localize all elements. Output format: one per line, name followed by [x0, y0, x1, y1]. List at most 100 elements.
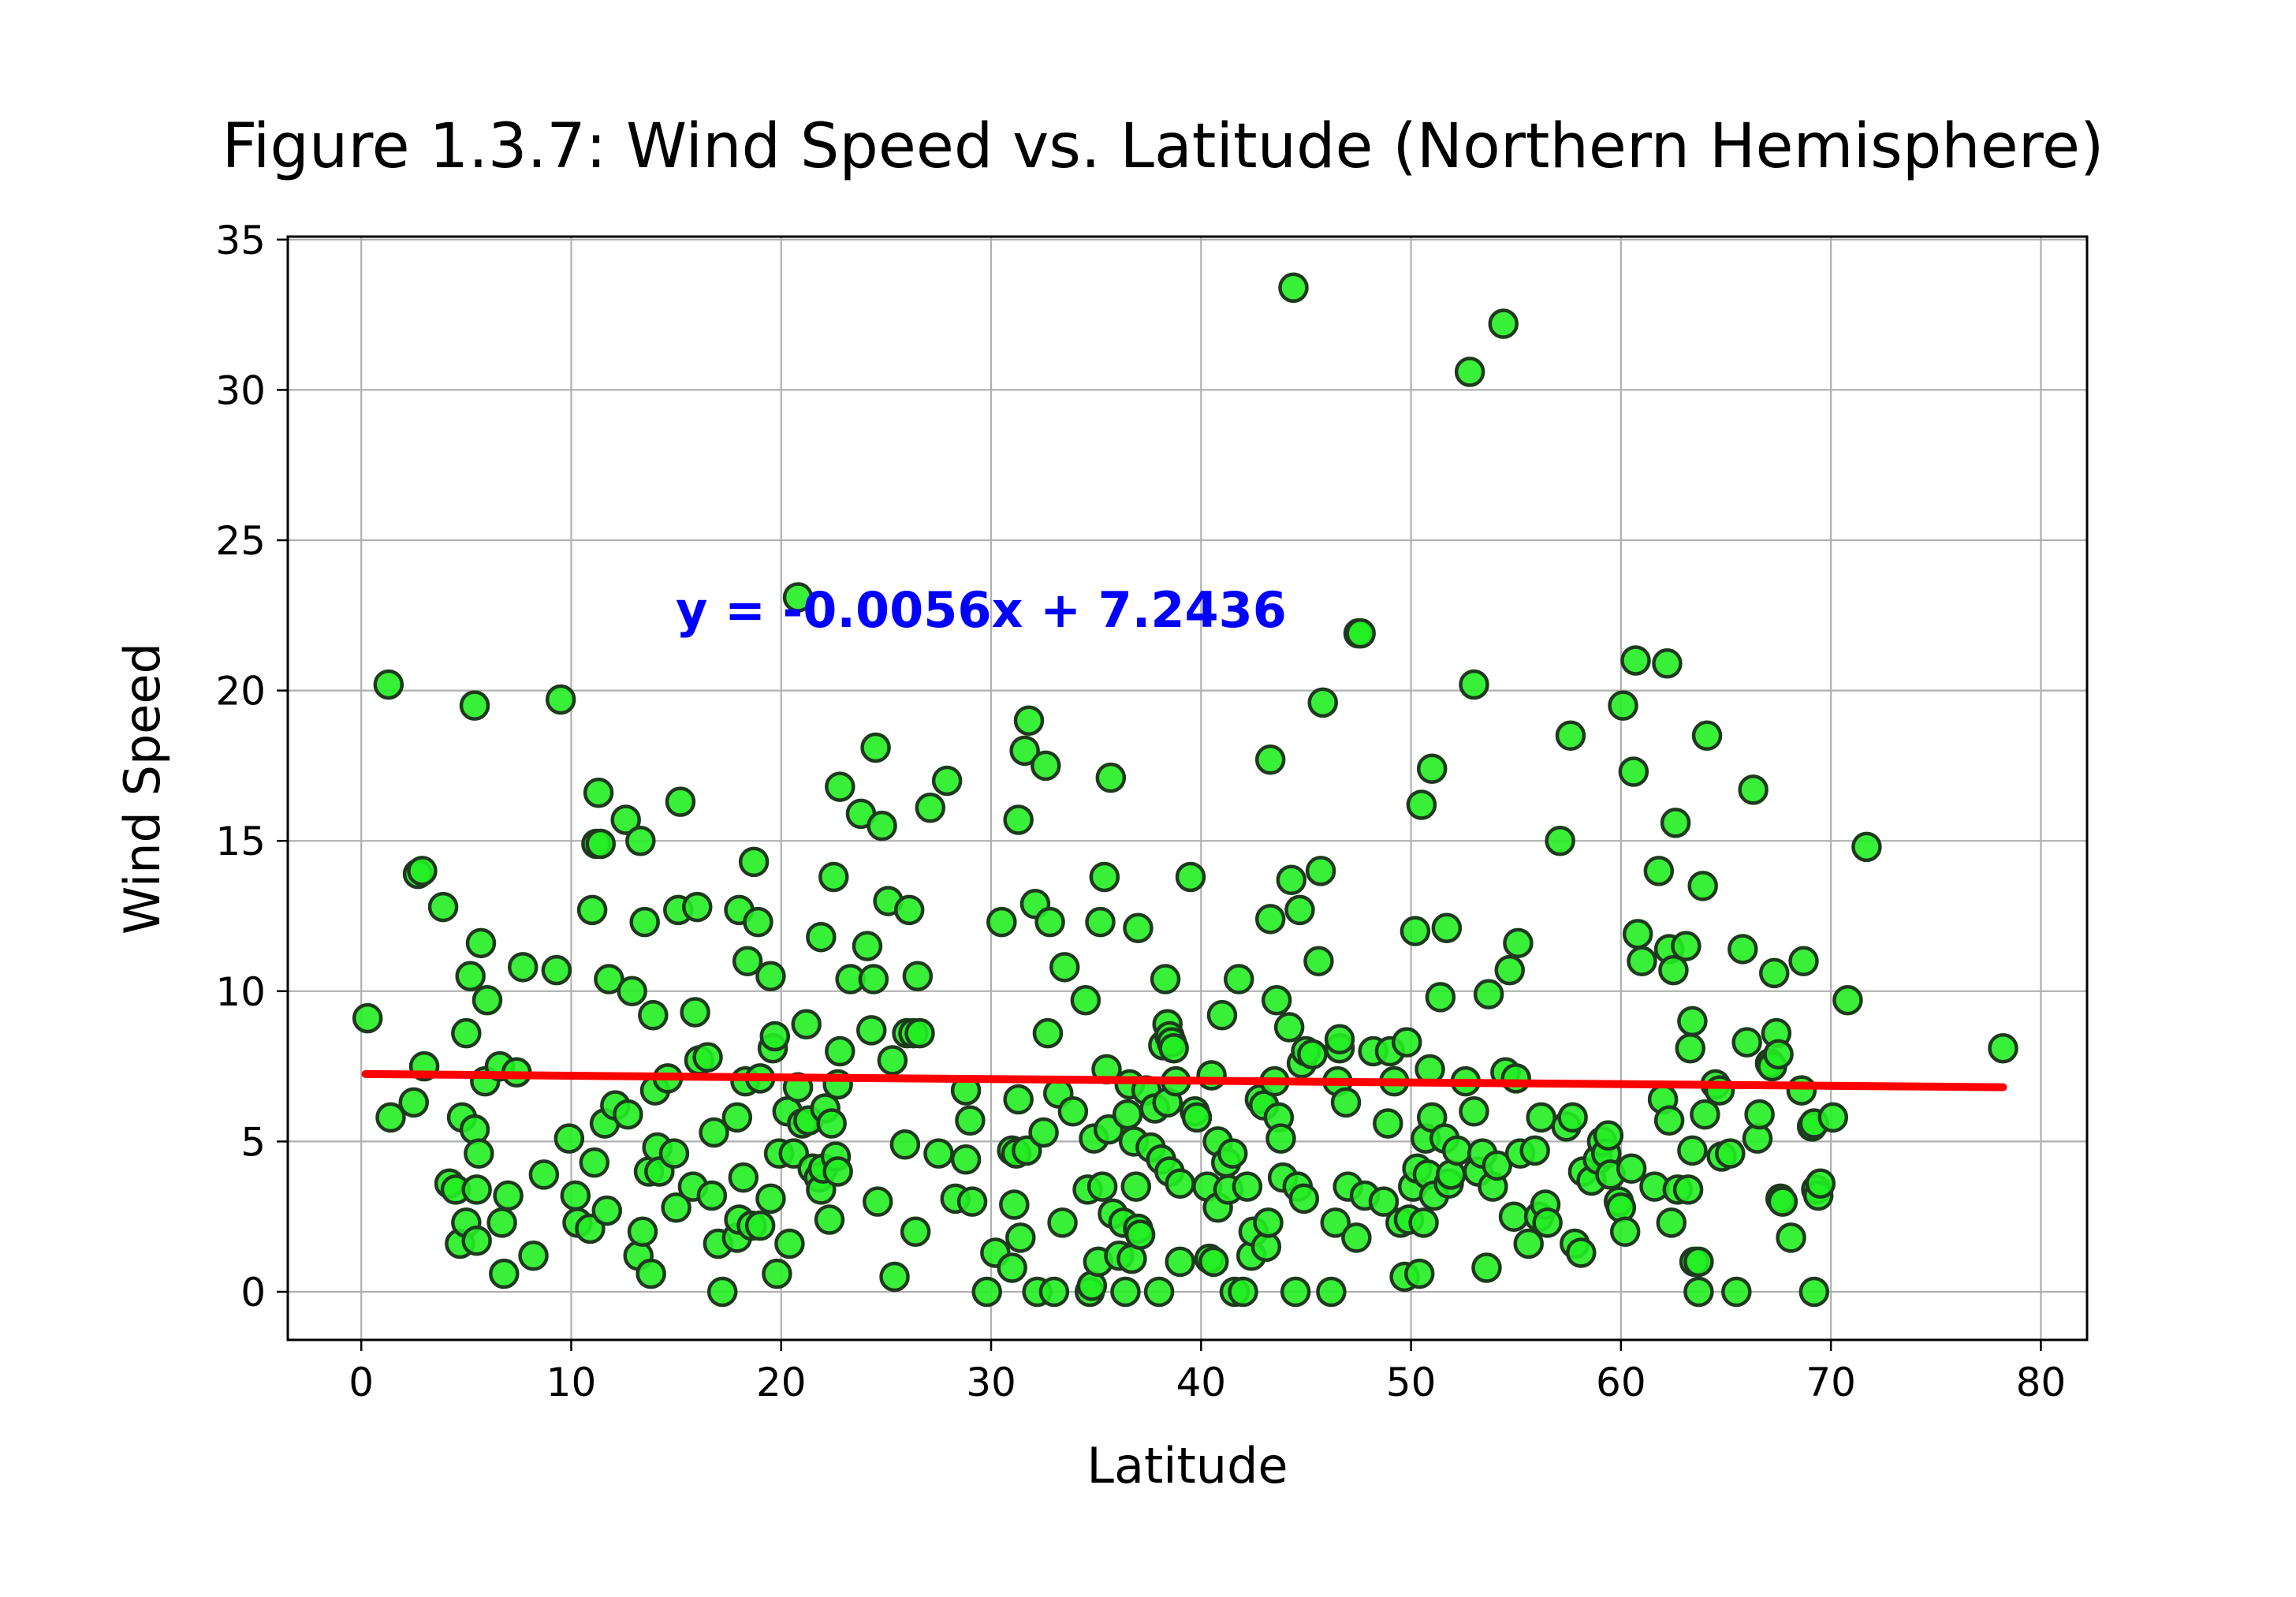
scatter-point [1459, 1096, 1489, 1127]
scatter-point [1150, 964, 1181, 994]
scatter-point [1049, 952, 1080, 983]
scatter-point [1031, 750, 1061, 782]
scatter-point [858, 964, 889, 994]
scatter-point [1408, 1207, 1439, 1238]
scatter-point [879, 1261, 910, 1293]
scatter-point [1656, 1207, 1687, 1238]
scatter-point [375, 1102, 406, 1133]
scatter-point [1305, 856, 1336, 886]
scatter-point [774, 1228, 805, 1259]
scatter-point [1032, 1017, 1064, 1049]
y-tick-label: 5 [240, 1119, 266, 1165]
scatter-point [545, 684, 576, 715]
scatter-point [904, 1017, 935, 1049]
scatter-point [915, 793, 946, 823]
scatter-point [1288, 1183, 1320, 1215]
data-points [352, 272, 2018, 1308]
scatter-point [1198, 1246, 1229, 1278]
scatter-point [893, 894, 925, 926]
scatter-point [658, 1138, 690, 1169]
scatter-point [1608, 690, 1638, 721]
scatter-point [1143, 1276, 1175, 1308]
scatter-point [1690, 1099, 1720, 1130]
scatter-point [1566, 1237, 1597, 1268]
x-tick-label: 40 [1176, 1360, 1226, 1405]
scatter-point [459, 1114, 490, 1145]
scatter-point [625, 825, 656, 856]
scatter-point [680, 997, 710, 1028]
scatter-point [1627, 946, 1657, 976]
x-axis-label: Latitude [1086, 1437, 1288, 1494]
scatter-point [1805, 1168, 1836, 1200]
x-tick-label: 80 [2016, 1360, 2067, 1405]
scatter-point [1307, 687, 1338, 718]
scatter-point [738, 846, 770, 878]
scatter-point [398, 1087, 430, 1118]
y-tick-label: 25 [215, 518, 266, 564]
y-tick-label: 10 [215, 969, 266, 1015]
scatter-point [1618, 756, 1649, 787]
scatter-point [1403, 1258, 1435, 1289]
scatter-point [721, 1102, 753, 1133]
scatter-point [451, 1017, 482, 1049]
scatter-point [1086, 1171, 1118, 1202]
regression-line-group [361, 1069, 2007, 1091]
scatter-point [617, 976, 647, 1007]
scatter-point [1482, 1150, 1513, 1181]
scatter-point [1316, 1276, 1347, 1308]
scatter-point [1112, 1099, 1143, 1130]
scatter-point [762, 1258, 792, 1289]
scatter-point [1622, 919, 1653, 950]
scatter-point [1254, 904, 1286, 935]
scatter-point [1373, 1108, 1403, 1139]
scatter-point [1057, 1096, 1089, 1127]
scatter-point [560, 1180, 591, 1211]
scatter-point [1368, 1186, 1400, 1217]
scatter-point [1763, 1039, 1794, 1070]
scatter-point [1605, 1192, 1637, 1223]
scatter-point [1013, 705, 1045, 736]
scatter-point [1519, 1135, 1550, 1166]
scatter-point [373, 669, 404, 700]
regression-line [361, 1069, 2007, 1091]
grid-lines [288, 237, 2087, 1340]
scatter-point [889, 1129, 921, 1160]
x-tick-label: 0 [348, 1360, 374, 1405]
scatter-point [1276, 864, 1307, 896]
scatter-point [1672, 1174, 1704, 1205]
scatter-point [461, 1225, 492, 1256]
scatter-point [1526, 1102, 1556, 1133]
scatter-point [1297, 1039, 1328, 1070]
scatter-point [1498, 1201, 1530, 1232]
scatter-point [591, 1195, 622, 1226]
plot-area-frame [286, 235, 2089, 1341]
scatter-point [1731, 1027, 1762, 1058]
scatter-point [950, 1144, 982, 1175]
scatter-point [1047, 1207, 1078, 1238]
scatter-point [856, 1015, 887, 1046]
scatter-point [986, 906, 1017, 938]
scatter-point [1798, 1276, 1830, 1308]
scatter-point [1557, 1102, 1588, 1133]
scatter-point [743, 906, 773, 938]
scatter-point [594, 964, 624, 994]
scatter-point [825, 771, 855, 802]
y-tick-label: 0 [240, 1270, 266, 1315]
scatter-point [696, 1180, 728, 1211]
scatter-point [1206, 1000, 1238, 1031]
scatter-point [1721, 1276, 1752, 1308]
scatter-point [931, 765, 963, 797]
scatter-point [465, 927, 497, 959]
scatter-point [1767, 1186, 1798, 1217]
scatter-point [1652, 648, 1683, 679]
scatter-point [1034, 906, 1065, 938]
scatter-point [464, 1138, 494, 1169]
scatter-point [681, 891, 713, 923]
scatter-point [997, 1252, 1027, 1283]
scatter-point [427, 891, 459, 923]
scatter-point [1303, 946, 1334, 976]
scatter-point [1788, 946, 1819, 976]
scatter-point [1217, 1138, 1248, 1169]
scatter-point [825, 1035, 855, 1067]
